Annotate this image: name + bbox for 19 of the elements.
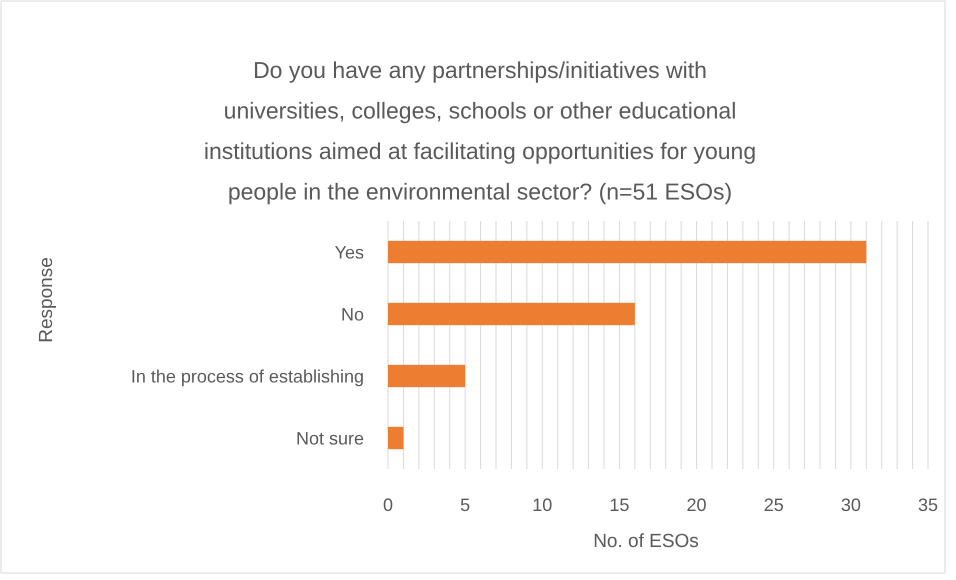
bar xyxy=(388,426,404,450)
x-tick-label: 5 xyxy=(460,495,470,515)
x-tick-label: 20 xyxy=(686,495,707,515)
bar xyxy=(388,302,635,326)
bar xyxy=(388,240,866,264)
x-axis-title: No. of ESOs xyxy=(593,531,699,552)
bar xyxy=(388,364,466,388)
chart-title: Do you have any partnerships/initiatives with universities, colleges, schools or other educational institutions aimed at facilitating opportunities for young people in the environmental sector? (n=51 ESOs) xyxy=(204,57,756,204)
y-tick-label: No xyxy=(340,304,364,324)
y-tick-label: In the process of establishing xyxy=(130,366,364,386)
y-axis-title: Response xyxy=(36,257,57,343)
x-tick-label: 10 xyxy=(532,495,552,515)
x-tick-label: 15 xyxy=(609,495,630,515)
y-tick-label: Yes xyxy=(334,242,364,262)
y-tick-label: Not sure xyxy=(296,428,364,448)
x-tick-label: 30 xyxy=(840,495,861,515)
x-tick-label: 35 xyxy=(918,495,938,515)
x-tick-label: 25 xyxy=(764,495,784,515)
x-tick-label: 0 xyxy=(382,495,394,515)
